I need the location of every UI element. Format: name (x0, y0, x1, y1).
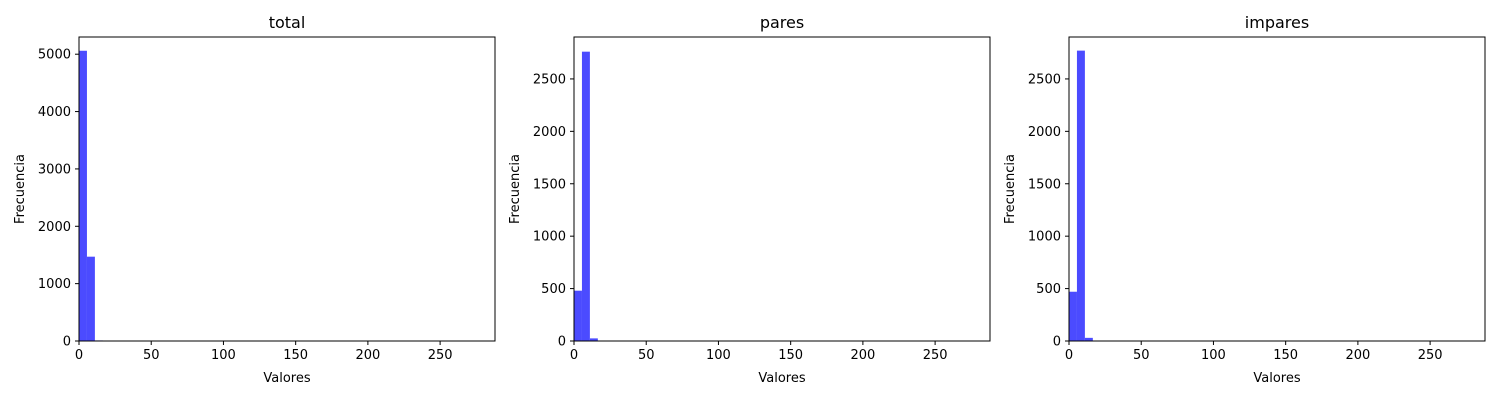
x-tick-label: 200 (355, 348, 380, 363)
x-tick-label: 100 (706, 348, 731, 363)
x-tick-label: 150 (778, 348, 803, 363)
y-tick-label: 1500 (1028, 177, 1061, 192)
y-axis-label: Frecuencia (13, 154, 28, 224)
chart-panel-pares: 0 50 100 150 200 25005001000150020002500pares… (508, 13, 991, 386)
y-tick-label: 0 (63, 335, 71, 350)
x-tick-label: 200 (850, 348, 875, 363)
histogram-bar (1084, 337, 1093, 341)
x-tick-label: 250 (1418, 348, 1443, 363)
histogram-bar (1076, 50, 1085, 341)
x-tick-label: 100 (211, 348, 236, 363)
x-axis-label: Valores (263, 371, 310, 386)
x-tick-label: 50 (143, 348, 160, 363)
y-axis-label: Frecuencia (508, 154, 523, 224)
y-tick-label: 2000 (38, 220, 71, 235)
histogram-bar (581, 51, 590, 341)
histogram-bar (589, 338, 598, 341)
y-tick-label: 500 (541, 282, 566, 297)
y-axis-label: Frecuencia (1003, 154, 1018, 224)
x-tick-label: 0 (1065, 348, 1073, 363)
plot-frame (573, 36, 991, 342)
y-tick-label: 2500 (1028, 72, 1061, 87)
y-tick-label: 4000 (38, 105, 71, 120)
histogram-bar (1069, 291, 1077, 341)
x-tick-label: 100 (1201, 348, 1226, 363)
y-tick-label: 2000 (1028, 125, 1061, 140)
plot-frame (78, 36, 496, 342)
chart-panel-total: 0 50 100 150 200 250 0 1000 2000 3000 4000 5000 tota… (13, 13, 496, 386)
chart-title: pares (760, 13, 804, 32)
chart-title: impares (1245, 13, 1309, 32)
x-axis-label: Valores (1253, 371, 1300, 386)
y-tick-label: 2500 (533, 72, 566, 87)
histogram-bar (79, 50, 87, 341)
y-tick-label: 0 (1053, 335, 1061, 350)
y-tick-label: 0 (558, 335, 566, 350)
y-tick-label: 3000 (38, 162, 71, 177)
y-tick-label: 1500 (533, 177, 566, 192)
histogram-bar (86, 256, 95, 341)
x-tick-label: 200 (1345, 348, 1370, 363)
y-tick-label: 1000 (533, 230, 566, 245)
y-tick-label: 1000 (1028, 230, 1061, 245)
y-tick-label: 500 (1036, 282, 1061, 297)
x-axis-label: Valores (758, 371, 805, 386)
x-tick-label: 150 (283, 348, 308, 363)
chart-panel-impares: 0 50 100 150 200 25005001000150020002500impar… (1003, 13, 1486, 386)
x-tick-label: 50 (638, 348, 655, 363)
x-tick-label: 250 (428, 348, 453, 363)
y-tick-label: 1000 (38, 277, 71, 292)
y-tick-label: 5000 (38, 48, 71, 63)
y-tick-label: 2000 (533, 125, 566, 140)
plot-frame (1068, 36, 1486, 342)
x-tick-label: 250 (923, 348, 948, 363)
x-tick-label: 150 (1273, 348, 1298, 363)
histogram-bar (574, 290, 582, 341)
chart-title: total (269, 13, 306, 32)
x-tick-label: 0 (570, 348, 578, 363)
x-tick-label: 50 (1133, 348, 1150, 363)
x-tick-label: 0 (75, 348, 83, 363)
